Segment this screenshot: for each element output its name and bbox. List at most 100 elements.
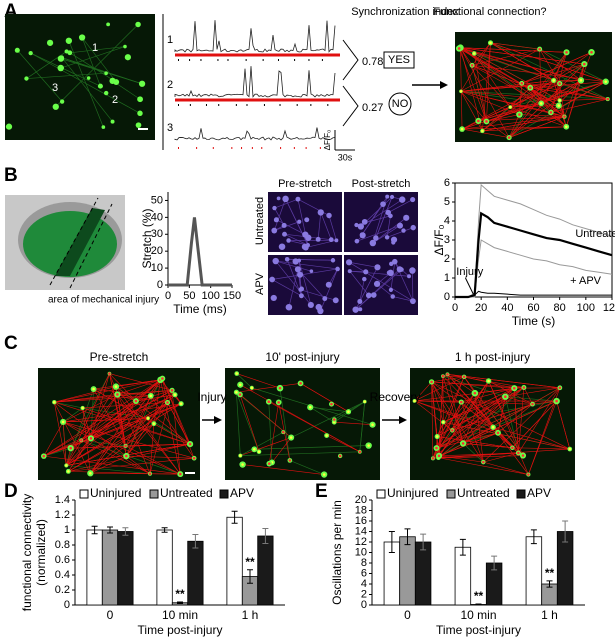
soma (24, 76, 29, 81)
node (522, 386, 526, 389)
legend-label: Uninjured (90, 486, 141, 500)
node (457, 47, 461, 50)
connection (109, 373, 127, 457)
connection (150, 395, 195, 459)
neurite (376, 283, 393, 297)
node (325, 434, 328, 437)
y-tick-label: 5 (444, 196, 450, 208)
connection (68, 438, 92, 472)
connection (117, 394, 168, 403)
connection (497, 403, 533, 434)
soma (137, 110, 143, 116)
connection (62, 421, 151, 474)
node (491, 425, 495, 429)
connection (482, 42, 491, 131)
node (568, 447, 572, 451)
event-tick (327, 104, 329, 106)
connection (436, 422, 444, 437)
soma (272, 257, 279, 265)
soma (65, 37, 73, 44)
node (564, 125, 568, 129)
x-tick-label: 0 (107, 608, 114, 622)
line (455, 290, 612, 298)
connection (53, 402, 67, 466)
connection (460, 47, 585, 65)
connection (460, 91, 487, 122)
event-tick (277, 59, 279, 61)
x-tick-label: 50 (183, 290, 195, 302)
node (134, 399, 138, 403)
significance: ** (175, 587, 185, 601)
error-bar (388, 531, 395, 553)
connection (81, 390, 173, 441)
y-axis-title: (normalized) (34, 519, 48, 586)
node (65, 464, 68, 467)
error-bar (475, 603, 482, 606)
node (170, 389, 174, 392)
node (538, 47, 541, 51)
event-tick (245, 59, 247, 61)
connection (43, 379, 161, 457)
annotation: area of mechanical injury (48, 295, 159, 306)
soma (103, 90, 109, 96)
neurite (505, 396, 557, 402)
node (42, 454, 46, 458)
node (473, 391, 477, 395)
legend-label: APV (527, 486, 551, 500)
neurite (317, 212, 322, 240)
neurite (284, 233, 309, 246)
connection (414, 400, 494, 428)
soma (86, 76, 91, 80)
x-tick-label: 100 (201, 290, 219, 302)
soma (398, 196, 406, 203)
soma (357, 223, 364, 230)
micrograph (410, 368, 575, 480)
connection (460, 47, 483, 131)
soma (5, 123, 13, 130)
node (549, 111, 553, 114)
neurite (288, 269, 299, 308)
connection (490, 42, 606, 82)
connection (471, 65, 542, 104)
event-tick (279, 104, 281, 106)
connection (483, 461, 529, 475)
node (358, 450, 362, 454)
x-tick-label: 1 h (242, 608, 259, 622)
y-tick-label: 0.8 (55, 539, 70, 551)
neurite (359, 401, 366, 452)
connection (149, 423, 155, 474)
soma (354, 222, 359, 228)
connection (447, 374, 464, 444)
node (89, 437, 93, 440)
soma (64, 49, 69, 54)
node (481, 129, 484, 133)
connection (460, 91, 483, 132)
soma (390, 294, 395, 299)
connection (431, 376, 465, 383)
neurite (66, 465, 151, 475)
neurite (392, 296, 413, 302)
connection (436, 403, 533, 449)
connection (66, 418, 149, 466)
node (173, 393, 177, 397)
soma (361, 218, 368, 225)
connection (240, 437, 292, 456)
node (508, 105, 512, 109)
node (347, 410, 350, 414)
node (485, 120, 488, 123)
legend-swatch (79, 489, 89, 499)
neurite (390, 261, 396, 290)
connection (463, 376, 524, 456)
connection (523, 387, 533, 405)
connection (519, 52, 567, 115)
x-tick-label: 1 h (541, 608, 558, 622)
column-label: Post-stretch (352, 178, 411, 190)
event-tick (235, 104, 237, 106)
connection (483, 452, 519, 463)
event-tick (305, 147, 307, 149)
answer-box (383, 51, 415, 69)
neurite (388, 199, 413, 213)
connection (474, 393, 484, 463)
injury-band (55, 208, 105, 276)
soma (276, 196, 281, 201)
